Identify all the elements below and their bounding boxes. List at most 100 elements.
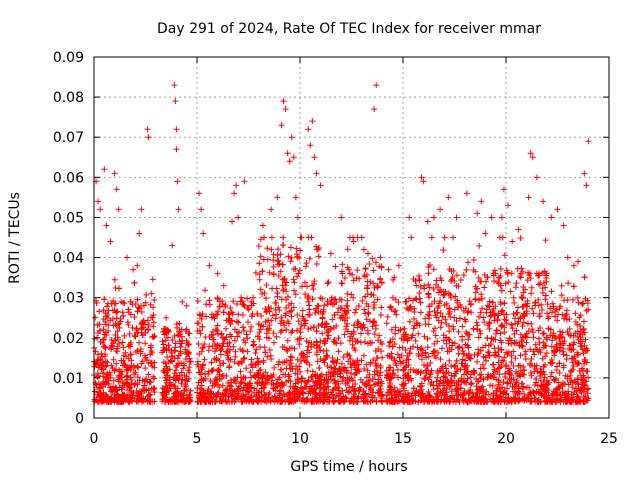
roti-point: [288, 254, 295, 261]
roti-point: [138, 309, 145, 316]
roti-point-peak: [327, 250, 334, 257]
roti-point: [277, 268, 284, 275]
roti-point: [227, 331, 234, 338]
roti-point: [472, 295, 479, 302]
roti-point: [135, 364, 142, 371]
roti-point: [430, 266, 437, 273]
roti-point: [387, 304, 394, 311]
roti-point-peak: [437, 206, 444, 213]
roti-point: [474, 358, 481, 365]
roti-point: [264, 245, 271, 252]
roti-point-peak: [585, 138, 592, 145]
roti-point-peak: [288, 134, 295, 141]
roti-point: [243, 331, 250, 338]
roti-point: [475, 313, 482, 320]
roti-point: [388, 326, 395, 333]
roti-point-peak: [172, 98, 179, 105]
roti-point: [508, 352, 515, 359]
roti-point: [508, 270, 515, 277]
roti-point-peak: [163, 314, 170, 321]
roti-point: [574, 321, 581, 328]
roti-point: [519, 343, 526, 350]
roti-point: [425, 270, 432, 277]
roti-point: [577, 322, 584, 329]
roti-point: [570, 283, 577, 290]
roti-point-peak: [111, 170, 118, 177]
roti-point: [493, 327, 500, 334]
roti-point: [114, 328, 121, 335]
roti-point: [566, 326, 573, 333]
roti-point: [446, 328, 453, 335]
roti-point: [148, 342, 155, 349]
roti-point: [275, 257, 282, 264]
roti-point-peak: [583, 182, 590, 189]
roti-point: [540, 330, 547, 337]
roti-point: [105, 380, 112, 387]
roti-point: [101, 296, 108, 303]
roti-point: [519, 334, 526, 341]
roti-point: [370, 267, 377, 274]
roti-point: [547, 305, 554, 312]
roti-point: [405, 306, 412, 313]
roti-point: [491, 311, 498, 318]
roti-point: [528, 372, 535, 379]
y-tick-labels: 0 0.01 0.02 0.03 0.04 0.05 0.06 0.07 0.08 0.09: [53, 50, 84, 427]
roti-point: [271, 339, 278, 346]
roti-point: [518, 293, 525, 300]
roti-point: [376, 332, 383, 339]
roti-point: [297, 384, 304, 391]
roti-point-peak: [175, 206, 182, 213]
roti-point-peak: [515, 226, 522, 233]
roti-point: [378, 279, 385, 286]
roti-point: [325, 279, 332, 286]
roti-point: [313, 261, 320, 268]
roti-point: [388, 305, 395, 312]
roti-point: [256, 260, 263, 267]
roti-point: [409, 297, 416, 304]
roti-point: [142, 365, 149, 372]
roti-point: [364, 290, 371, 297]
roti-point-peak: [138, 206, 145, 213]
roti-point: [257, 236, 264, 243]
roti-point: [250, 294, 257, 301]
roti-point: [556, 385, 563, 392]
roti-point: [472, 289, 479, 296]
roti-point: [293, 245, 300, 252]
roti-point: [457, 277, 464, 284]
roti-point: [512, 315, 519, 322]
roti-point: [355, 303, 362, 310]
roti-point: [238, 379, 245, 386]
roti-point: [309, 296, 316, 303]
roti-point: [501, 300, 508, 307]
roti-point: [309, 282, 316, 289]
roti-point: [134, 363, 141, 370]
roti-point: [362, 265, 369, 272]
roti-point: [185, 341, 192, 348]
roti-point: [374, 390, 381, 397]
roti-point: [209, 343, 216, 350]
roti-point: [194, 298, 201, 305]
roti-point: [257, 286, 264, 293]
roti-point: [498, 287, 505, 294]
roti-point: [400, 367, 407, 374]
roti-point: [559, 311, 566, 318]
roti-point: [363, 300, 370, 307]
roti-point: [354, 324, 361, 331]
roti-point: [255, 333, 262, 340]
roti-point: [145, 321, 152, 328]
roti-point: [583, 307, 590, 314]
roti-point-peak: [123, 254, 130, 261]
roti-point: [100, 326, 107, 333]
roti-point: [266, 347, 273, 354]
roti-point: [421, 282, 428, 289]
roti-point: [110, 377, 117, 384]
roti-point: [398, 352, 405, 359]
roti-point: [416, 290, 423, 297]
roti-point: [288, 313, 295, 320]
roti-point: [508, 321, 515, 328]
roti-point: [162, 360, 169, 367]
roti-point: [147, 379, 154, 386]
roti-point: [283, 365, 290, 372]
roti-point: [417, 309, 424, 316]
roti-point: [485, 349, 491, 356]
